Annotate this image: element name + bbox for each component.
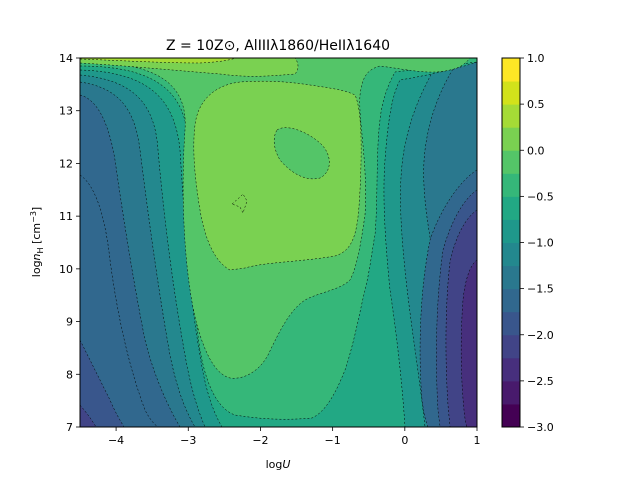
y-axis: 7 8 9 10 11 12 13 14 bbox=[59, 52, 80, 434]
colorbar-tick-label: −0.5 bbox=[527, 190, 554, 203]
y-tick-label: 8 bbox=[66, 368, 73, 381]
band-level-minus-1-75-left bbox=[80, 339, 125, 427]
band-level-0-25-lobe bbox=[193, 80, 362, 271]
colorbar-swatch bbox=[502, 58, 520, 82]
x-tick-label: 1 bbox=[474, 434, 481, 447]
colorbar-swatch bbox=[502, 334, 520, 359]
plot-frame bbox=[79, 57, 478, 428]
colorbar-tick-label: −1.0 bbox=[527, 237, 554, 250]
band-level-minus-2-0-left bbox=[80, 404, 97, 427]
colorbar-swatch bbox=[502, 196, 520, 220]
colorbar-tick-label: −2.0 bbox=[527, 329, 554, 342]
colorbar-swatch bbox=[502, 311, 520, 336]
y-tick-label: 13 bbox=[59, 105, 73, 118]
y-axis-label: lognH [cm−3] bbox=[29, 207, 45, 277]
band-level-0-5-top bbox=[80, 58, 237, 64]
y-tick-label: 9 bbox=[66, 316, 73, 329]
chart-title: Z = 10Z⊙, AlIIIλ1860/HeIIλ1640 bbox=[166, 38, 390, 54]
y-tick-label: 11 bbox=[59, 210, 73, 223]
colorbar-swatch bbox=[502, 288, 520, 313]
colorbar-swatch bbox=[502, 127, 520, 151]
colorbar-tick-label: −2.5 bbox=[527, 375, 554, 388]
colorbar-tick-label: 0.5 bbox=[527, 98, 545, 111]
colorbar-swatch bbox=[502, 380, 520, 405]
y-tick-label: 12 bbox=[59, 157, 73, 170]
colorbar-swatch bbox=[502, 150, 520, 174]
contour-field bbox=[80, 58, 477, 427]
x-tick-label: −2 bbox=[252, 434, 268, 447]
colorbar-swatch bbox=[502, 173, 520, 197]
y-tick-label: 10 bbox=[59, 263, 73, 276]
small-spike-level-0-25 bbox=[231, 193, 248, 214]
colorbar-ticks: −3.0 −2.5 −2.0 −1.5 −1.0 −0.5 0.0 0.5 1.0 bbox=[520, 52, 554, 434]
x-tick-label: 0 bbox=[401, 434, 408, 447]
colorbar-swatch bbox=[502, 219, 520, 243]
hole-level-0-0-island bbox=[273, 127, 330, 180]
x-tick-label: −3 bbox=[180, 434, 196, 447]
colorbar-tick-label: 0.0 bbox=[527, 144, 545, 157]
colorbar-swatch bbox=[502, 104, 520, 128]
colorbar bbox=[502, 58, 520, 428]
x-axis: −4 −3 −2 −1 0 1 bbox=[108, 427, 481, 447]
band-level-minus-2-25-right bbox=[460, 259, 477, 427]
x-axis-label: logU bbox=[266, 458, 291, 471]
colorbar-tick-label: −3.0 bbox=[527, 421, 554, 434]
y-tick-label: 7 bbox=[66, 421, 73, 434]
x-tick-label: −1 bbox=[325, 434, 341, 447]
band-level-0-25-top bbox=[80, 58, 299, 77]
colorbar-swatch bbox=[502, 265, 520, 290]
colorbar-swatch bbox=[502, 357, 520, 382]
colorbar-swatch bbox=[502, 403, 520, 428]
colorbar-swatch bbox=[502, 81, 520, 105]
y-tick-label: 14 bbox=[59, 52, 73, 65]
x-tick-label: −4 bbox=[108, 434, 124, 447]
colorbar-tick-label: −1.5 bbox=[527, 283, 554, 296]
band-level-minus-1-5-left bbox=[80, 174, 159, 427]
colorbar-swatch bbox=[502, 242, 520, 267]
colorbar-tick-label: 1.0 bbox=[527, 52, 545, 65]
